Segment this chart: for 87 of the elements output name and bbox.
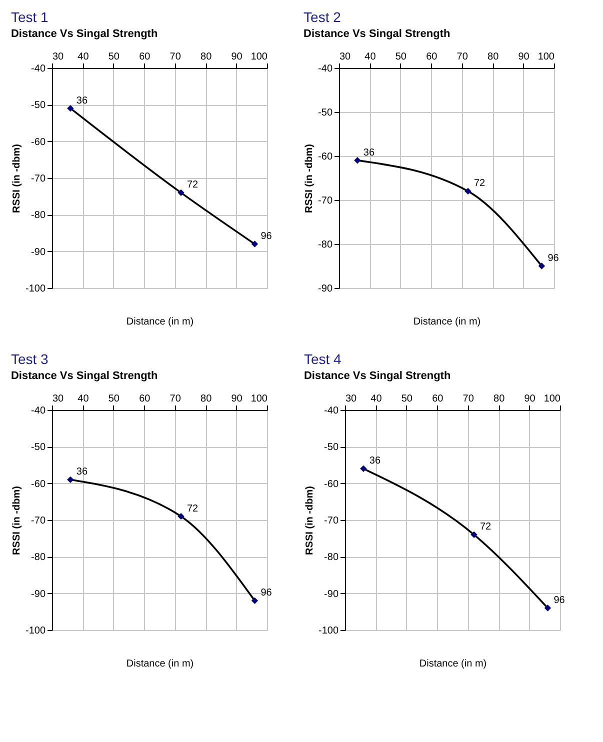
x-tick-label: 90 — [231, 394, 243, 404]
annotation: 96 — [260, 231, 272, 242]
y-tick-label: -90 — [31, 588, 46, 600]
x-tick-label: 60 — [426, 52, 438, 62]
annotation: 96 — [260, 588, 272, 599]
y-tick-label: -40 — [318, 64, 333, 74]
x-tick-label: 100 — [250, 394, 268, 404]
x-tick-label: 40 — [78, 52, 90, 62]
x-tick-label: 30 — [52, 52, 64, 62]
x-tick-label: 30 — [346, 394, 358, 404]
x-tick-label: 70 — [170, 52, 182, 62]
chart-title: Test 1 — [10, 9, 49, 25]
y-tick-label: -40 — [31, 64, 46, 74]
annotation: 72 — [480, 522, 492, 533]
x-tick-label: 60 — [432, 394, 444, 404]
x-tick-label: 80 — [200, 52, 212, 62]
x-tick-label: 70 — [170, 394, 182, 404]
x-tick-label: 80 — [494, 394, 506, 404]
y-tick-label: -80 — [318, 240, 333, 250]
x-tick-label: 80 — [488, 52, 500, 62]
y-tick-label: -60 — [31, 478, 46, 490]
x-tick-label: 100 — [538, 52, 555, 62]
chart-title: Test 2 — [304, 9, 342, 25]
x-tick-label: 100 — [544, 394, 561, 404]
y-tick-label: -100 — [25, 626, 46, 636]
y-tick-label: -80 — [31, 210, 46, 222]
y-tick-label: -100 — [25, 284, 46, 294]
x-tick-label: 60 — [139, 394, 151, 404]
y-tick-label: -80 — [324, 552, 339, 564]
y-tick-label: -70 — [318, 196, 333, 206]
annotation: 72 — [187, 180, 199, 191]
y-tick-label: -90 — [324, 588, 339, 600]
x-tick-label: 30 — [340, 52, 352, 62]
x-tick-label: 40 — [364, 52, 376, 62]
y-tick-label: -100 — [318, 626, 339, 636]
x-tick-label: 70 — [456, 52, 468, 62]
x-tick-label: 40 — [370, 394, 382, 404]
x-tick-label: 30 — [52, 394, 64, 404]
y-tick-label: -50 — [31, 442, 46, 454]
y-tick-label: -70 — [324, 516, 339, 526]
annotation: 72 — [474, 178, 486, 190]
x-tick-label: 50 — [401, 394, 413, 404]
x-tick-label: 90 — [231, 52, 243, 62]
y-tick-label: -70 — [31, 174, 46, 184]
chart-title: Test 4 — [304, 351, 342, 367]
y-tick-label: -60 — [324, 478, 339, 490]
x-tick-label: 50 — [395, 52, 407, 62]
x-tick-label: 90 — [524, 394, 536, 404]
y-tick-label: -60 — [31, 136, 46, 148]
annotation: 96 — [554, 595, 566, 606]
annotation: 72 — [187, 503, 199, 514]
chart-subtitle: Distance Vs Singal Strength — [10, 28, 158, 40]
x-tick-label: 40 — [78, 394, 90, 404]
annotation: 36 — [363, 147, 375, 158]
annotation: 36 — [76, 466, 88, 478]
y-tick-label: -80 — [31, 552, 46, 564]
y-tick-label: -50 — [318, 108, 333, 118]
x-tick-label: 70 — [462, 394, 474, 404]
x-axis-title: Distance (in m) — [413, 316, 481, 328]
x-tick-label: 60 — [139, 52, 151, 62]
x-axis-title: Distance (in m) — [126, 658, 194, 670]
annotation: 96 — [548, 253, 560, 264]
y-axis-title: RSSI (in -dbm) — [11, 486, 22, 555]
y-tick-label: -60 — [318, 152, 333, 162]
x-axis-title: Distance (in m) — [419, 658, 487, 670]
y-tick-label: -50 — [324, 442, 339, 454]
x-tick-label: 90 — [518, 52, 530, 62]
chart-subtitle: Distance Vs Singal Strength — [10, 370, 158, 382]
y-tick-label: -90 — [31, 246, 46, 258]
chart-subtitle: Distance Vs Singal Strength — [304, 28, 451, 40]
chart-subtitle: Distance Vs Singal Strength — [304, 370, 451, 382]
x-tick-label: 50 — [108, 52, 120, 62]
x-tick-label: 80 — [200, 394, 212, 404]
annotation: 36 — [76, 95, 88, 106]
y-tick-label: -50 — [31, 100, 46, 112]
y-tick-label: -70 — [31, 516, 46, 526]
x-tick-label: 50 — [108, 394, 120, 404]
y-tick-label: -90 — [318, 284, 333, 294]
y-tick-label: -40 — [324, 406, 339, 416]
chart-title: Test 3 — [10, 351, 49, 367]
y-axis-title: RSSI (in -dbm) — [304, 144, 316, 213]
y-tick-label: -40 — [31, 406, 46, 416]
x-axis-title: Distance (in m) — [126, 316, 194, 328]
y-axis-title: RSSI (in -dbm) — [11, 144, 22, 213]
annotation: 36 — [369, 456, 381, 467]
y-axis-title: RSSI (in -dbm) — [304, 486, 316, 555]
x-tick-label: 100 — [250, 52, 268, 62]
